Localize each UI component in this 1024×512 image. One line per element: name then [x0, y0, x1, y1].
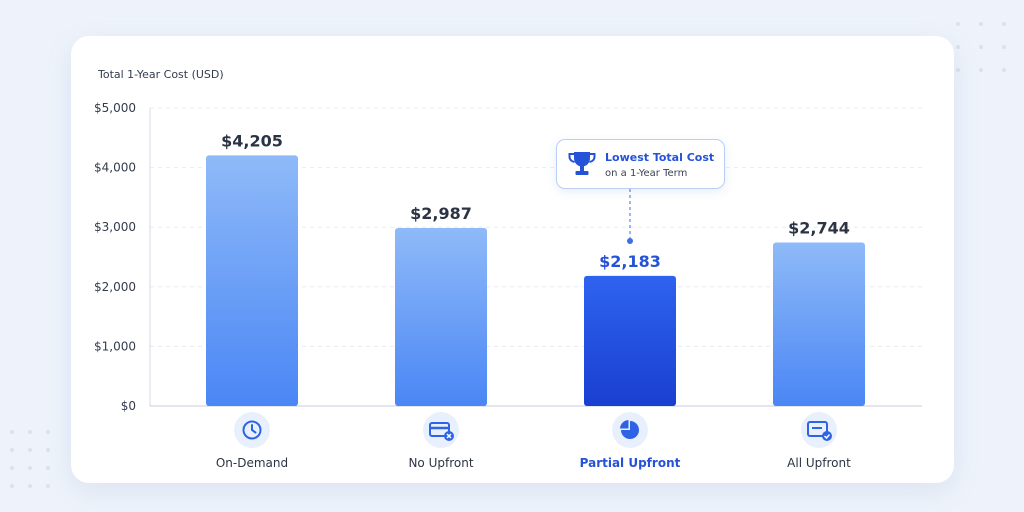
card-shape — [807, 421, 828, 437]
y-tick-label: $5,000 — [94, 101, 136, 115]
decorative-dot — [979, 68, 983, 72]
callout-subtitle: on a 1-Year Term — [605, 168, 688, 179]
clock-icon — [234, 412, 270, 448]
y-tick-label: $3,000 — [94, 220, 136, 234]
decorative-dot — [10, 430, 14, 434]
category-label: On-Demand — [216, 456, 288, 470]
value-label: $4,205 — [221, 131, 283, 150]
decorative-dot — [956, 45, 960, 49]
decorative-dot — [46, 448, 50, 452]
bar-on-demand — [206, 155, 298, 406]
card-check-icon — [801, 412, 837, 448]
bar-all-upfront — [773, 242, 865, 406]
value-label: $2,183 — [599, 252, 661, 271]
bar-partial-upfront — [584, 275, 676, 406]
credit-card-x-icon — [423, 412, 459, 448]
decorative-dot — [46, 484, 50, 488]
decorative-dot — [979, 22, 983, 26]
check-badge — [822, 431, 832, 441]
decorative-dot — [10, 466, 14, 470]
y-tick-label: $0 — [121, 399, 136, 413]
category-label: No Upfront — [408, 456, 473, 470]
value-label: $2,744 — [788, 218, 850, 237]
decorative-dot — [10, 448, 14, 452]
pie-chart-icon — [612, 412, 648, 448]
callout-title: Lowest Total Cost — [605, 151, 715, 164]
y-axis-title: Total 1-Year Cost (USD) — [97, 68, 224, 81]
bar-no-upfront — [395, 227, 487, 406]
value-label: $2,987 — [410, 204, 472, 223]
clock-face — [242, 420, 262, 440]
clock-hands — [251, 424, 257, 434]
decorative-dot — [956, 22, 960, 26]
y-tick-label: $2,000 — [94, 280, 136, 294]
y-tick-label: $4,000 — [94, 161, 136, 175]
check-mark — [823, 434, 831, 440]
pie-slice-large — [621, 421, 639, 439]
decorative-dot — [10, 484, 14, 488]
callout-connector-dot — [627, 238, 633, 244]
pie-slice-small — [620, 420, 629, 429]
x-mark — [446, 433, 452, 439]
card-shape — [429, 422, 450, 437]
lowest-cost-callout: Lowest Total Cost on a 1-Year Term — [556, 139, 725, 189]
decorative-dot — [28, 448, 32, 452]
decorative-dot — [956, 68, 960, 72]
y-tick-label: $1,000 — [94, 339, 136, 353]
icon-badge — [423, 412, 459, 448]
category-label: All Upfront — [787, 456, 851, 470]
decorative-dot — [46, 430, 50, 434]
decorative-dot — [1002, 45, 1006, 49]
decorative-dot — [1002, 22, 1006, 26]
decorative-dot — [46, 466, 50, 470]
trophy-icon — [568, 152, 596, 175]
decorative-dot — [979, 45, 983, 49]
decorative-dot — [28, 430, 32, 434]
decorative-dot — [28, 484, 32, 488]
category-label: Partial Upfront — [580, 456, 681, 470]
icon-badge — [801, 412, 837, 448]
decorative-dot — [28, 466, 32, 470]
decorative-dot — [1002, 68, 1006, 72]
